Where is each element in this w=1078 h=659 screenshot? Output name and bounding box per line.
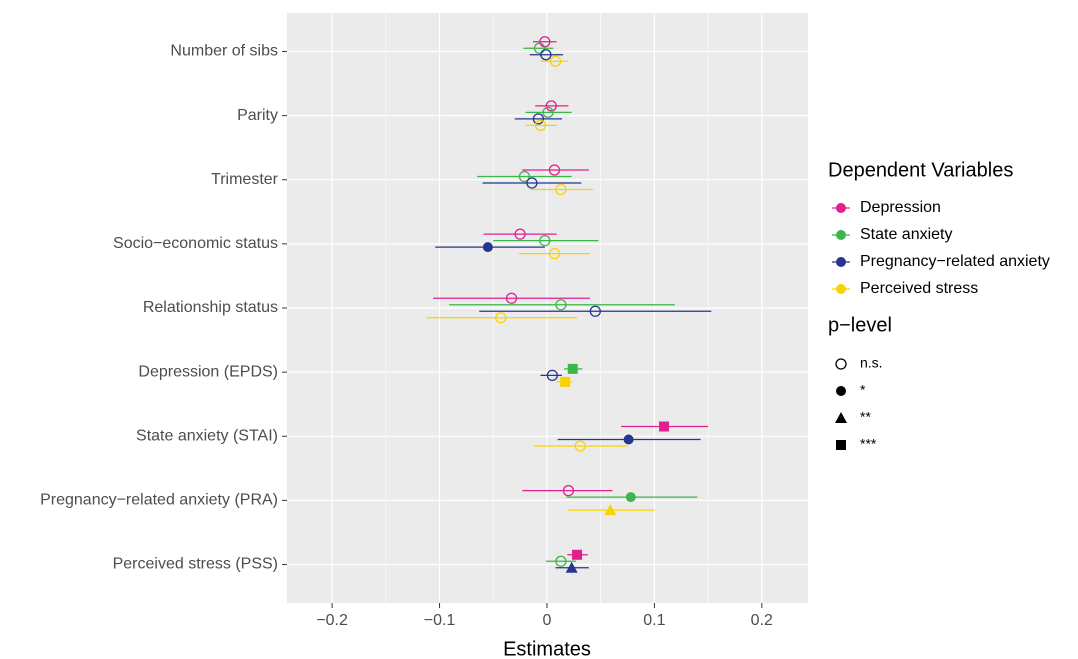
point — [542, 106, 554, 119]
legend-title: Dependent Variables — [828, 159, 1013, 181]
point — [562, 484, 575, 497]
legend-key — [836, 230, 846, 240]
point — [545, 100, 557, 112]
legend-title: p−level — [828, 314, 892, 336]
x-tick-label: 0.1 — [643, 612, 665, 629]
point — [495, 312, 507, 324]
legend-key — [835, 358, 847, 370]
legend-label: Perceived stress — [860, 280, 978, 297]
y-tick-label: Number of sibs — [170, 43, 278, 60]
point — [555, 299, 567, 311]
legend-label: *** — [860, 436, 877, 452]
point — [555, 555, 567, 567]
point — [482, 242, 493, 253]
point — [572, 549, 583, 560]
y-tick-label: Socio−economic status — [113, 235, 278, 252]
point — [514, 228, 526, 240]
point — [604, 504, 617, 516]
y-tick-label: Depression (EPDS) — [138, 363, 278, 380]
y-tick-label: State anxiety (STAI) — [136, 427, 278, 444]
point — [533, 42, 546, 54]
point — [540, 49, 552, 61]
x-tick-label: 0.2 — [751, 612, 773, 629]
point — [623, 434, 634, 445]
legend-key — [836, 257, 846, 267]
legend-label: State anxiety — [860, 226, 953, 243]
point — [589, 305, 601, 317]
point — [532, 113, 545, 125]
legend-key — [836, 386, 846, 396]
point — [505, 292, 518, 304]
legend-key — [836, 284, 846, 294]
y-tick-label: Parity — [237, 107, 278, 124]
legend-key — [836, 203, 846, 213]
legend-label: * — [860, 382, 866, 398]
point — [574, 440, 586, 452]
y-tick-label: Pregnancy−related anxiety (PRA) — [40, 492, 278, 509]
y-tick-label: Perceived stress (PSS) — [113, 556, 278, 573]
legend-label: n.s. — [860, 355, 883, 371]
point — [625, 492, 636, 503]
x-tick-label: 0 — [543, 612, 552, 629]
y-tick-label: Relationship status — [143, 299, 278, 316]
x-axis-label: Estimates — [503, 638, 591, 659]
legend-key — [836, 440, 846, 450]
y-tick-label: Trimester — [211, 171, 279, 188]
x-tick-label: −0.2 — [316, 612, 348, 629]
legend-label: Depression — [860, 199, 941, 216]
point — [659, 421, 670, 432]
point — [518, 170, 531, 183]
point — [548, 247, 561, 260]
point — [565, 561, 578, 573]
legend-label: Pregnancy−related anxiety — [860, 253, 1050, 270]
legend-key — [835, 412, 847, 423]
point — [534, 119, 547, 132]
point — [548, 164, 561, 176]
point — [555, 183, 567, 196]
point — [549, 55, 562, 67]
x-tick-label: −0.1 — [424, 612, 456, 629]
point — [526, 177, 538, 189]
point — [546, 369, 558, 382]
point — [539, 234, 551, 247]
legend-label: ** — [860, 409, 871, 425]
point — [560, 376, 571, 387]
point — [567, 363, 578, 374]
